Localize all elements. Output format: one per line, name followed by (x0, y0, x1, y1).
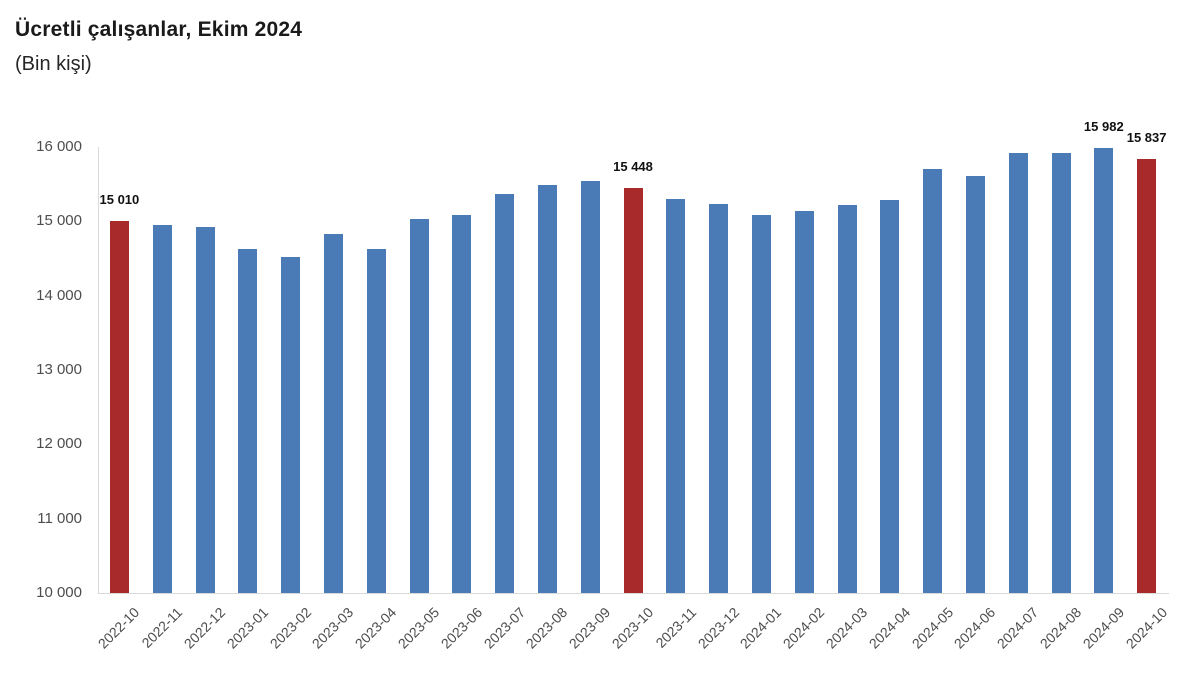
bar-2024-07 (1008, 153, 1028, 593)
bar-2024-01 (751, 215, 771, 593)
data-label-2024-09: 15 982 (1083, 119, 1124, 134)
bar-2023-06 (452, 215, 472, 593)
x-tick-label: 2024-03 (822, 604, 871, 652)
x-tick-label: 2023-12 (694, 604, 742, 652)
x-tick-label: 2024-06 (951, 604, 999, 652)
bar-2023-08 (537, 185, 557, 593)
x-tick-label: 2023-07 (480, 604, 528, 652)
bar-2022-10 (109, 221, 129, 593)
chart-subtitle: (Bin kişi) (15, 53, 92, 75)
bar-2024-09 (1094, 148, 1114, 593)
bar-2023-04 (366, 249, 386, 593)
x-tick-label: 2024-04 (865, 604, 914, 652)
bar-2023-02 (281, 257, 301, 593)
data-label-2024-10: 15 837 (1126, 130, 1167, 145)
bar-2023-07 (495, 194, 515, 593)
bar-2024-02 (794, 211, 814, 593)
x-tick-label: 2024-05 (908, 604, 956, 652)
y-tick-label: 12 000 (36, 435, 82, 453)
bar-2024-04 (880, 200, 900, 593)
x-tick-label: 2023-11 (652, 604, 700, 651)
x-tick-label: 2023-06 (437, 604, 486, 652)
y-tick-label: 13 000 (36, 361, 82, 378)
bar-2023-10 (623, 188, 643, 593)
chart-title: Ücretli çalışanlar, Ekim 2024 (15, 18, 303, 41)
bar-2024-03 (837, 205, 857, 593)
x-tick-label: 2024-07 (993, 604, 1042, 652)
y-tick-label: 15 000 (36, 212, 82, 230)
x-tick-label: 2022-10 (95, 604, 143, 652)
y-tick-label: 14 000 (36, 286, 82, 304)
bar-2024-08 (1051, 153, 1071, 593)
x-tick-label: 2023-03 (309, 604, 357, 652)
plot-area (98, 147, 1169, 594)
data-label-2022-10: 15 010 (99, 192, 140, 207)
bar-2023-01 (238, 249, 258, 593)
x-tick-label: 2023-04 (351, 604, 400, 652)
data-label-2023-10: 15 448 (613, 159, 653, 174)
x-tick-label: 2023-09 (565, 604, 614, 652)
x-tick-label: 2022-11 (138, 604, 186, 651)
x-tick-label: 2024-09 (1079, 604, 1128, 652)
x-tick-label: 2024-01 (737, 604, 785, 652)
bar-2022-12 (195, 227, 215, 593)
y-tick-label: 16 000 (36, 138, 82, 155)
x-tick-label: 2024-10 (1122, 604, 1170, 652)
bar-2023-09 (580, 181, 600, 593)
x-tick-label: 2022-12 (180, 604, 229, 652)
x-tick-label: 2024-02 (779, 604, 828, 652)
bar-2023-03 (323, 234, 343, 593)
x-tick-label: 2023-01 (223, 604, 272, 652)
bar-2023-05 (409, 219, 429, 593)
x-tick-label: 2023-02 (266, 604, 314, 652)
bar-2024-06 (965, 176, 985, 593)
y-tick-label: 11 000 (37, 509, 82, 527)
x-tick-label: 2024-08 (1036, 604, 1085, 652)
bar-2024-10 (1137, 159, 1157, 593)
x-tick-label: 2023-08 (523, 604, 571, 652)
y-tick-label: 10 000 (36, 584, 82, 601)
bar-2023-11 (666, 199, 686, 593)
bar-2024-05 (923, 169, 943, 593)
x-tick-label: 2023-05 (394, 604, 443, 652)
bar-2022-11 (152, 225, 172, 593)
bar-2023-12 (709, 204, 729, 593)
x-tick-label: 2023-10 (608, 604, 657, 652)
